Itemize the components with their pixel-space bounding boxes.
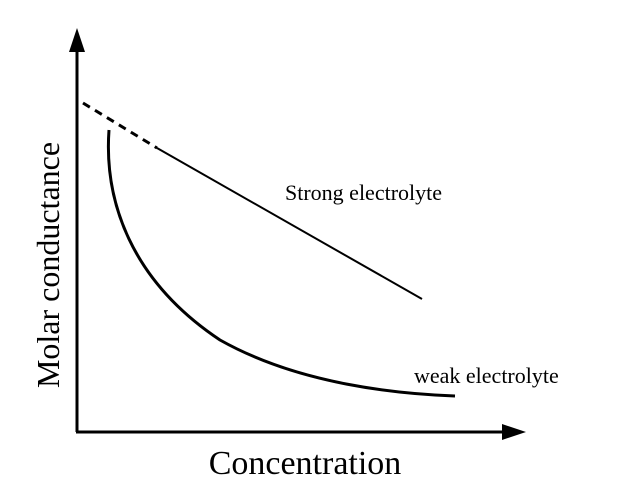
strong-label: Strong electrolyte <box>285 180 442 205</box>
x-axis-label: Concentration <box>209 445 402 482</box>
y-axis-label: Molar conductance <box>30 142 66 388</box>
extrapolation <box>82 101 158 150</box>
weak-label: weak electrolyte <box>414 363 559 388</box>
strong-curve <box>156 147 423 300</box>
x-axis-arrow <box>502 424 526 440</box>
weak-curve <box>106 129 456 398</box>
y-axis-arrow <box>69 28 85 52</box>
